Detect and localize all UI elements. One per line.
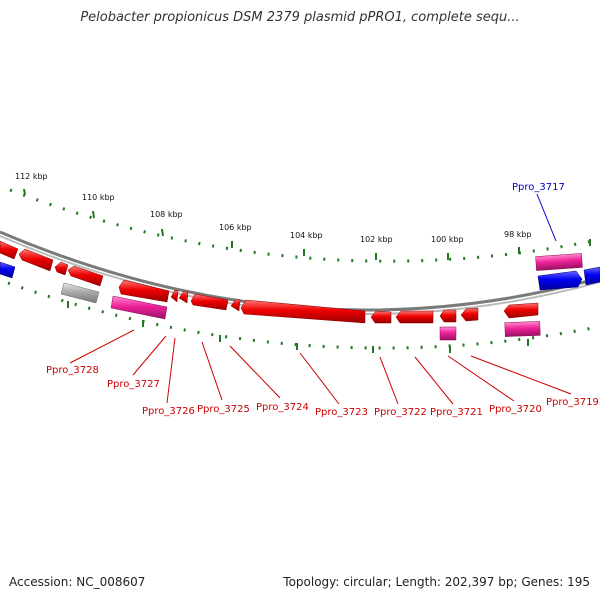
gene-reverse[interactable] <box>54 261 69 276</box>
gene-label-ppro-3722[interactable]: Ppro_3722 <box>374 407 427 418</box>
gene-label-ppro-3728[interactable]: Ppro_3728 <box>46 365 99 376</box>
outer-tick-ring <box>9 188 599 263</box>
gene-reverse[interactable] <box>439 309 457 323</box>
gene-rna[interactable] <box>110 295 168 320</box>
connector-ppro-3724 <box>229 345 281 399</box>
gene-label-ppro-3724[interactable]: Ppro_3724 <box>256 402 309 413</box>
gene-rna[interactable] <box>439 326 457 341</box>
connector-ppro-3725 <box>201 341 223 401</box>
gene-reverse[interactable] <box>370 310 392 324</box>
gene-reverse[interactable] <box>503 302 539 319</box>
gene-reverse[interactable] <box>170 289 179 303</box>
gene-forward[interactable] <box>537 270 583 291</box>
connector-ppro-3723 <box>299 352 340 405</box>
label-connectors <box>69 193 572 405</box>
tick-label-112: 112 kbp <box>15 172 48 181</box>
tick-label-110: 110 kbp <box>82 193 115 202</box>
gene-label-ppro-3725[interactable]: Ppro_3725 <box>197 404 250 415</box>
major-tick <box>92 210 95 219</box>
gene-rna[interactable] <box>535 253 583 271</box>
connector-ppro-3727 <box>132 335 167 376</box>
gene-reverse[interactable] <box>395 310 434 324</box>
accession-label: Accession: NC_008607 <box>9 575 146 589</box>
gene-reverse[interactable] <box>178 290 189 304</box>
gene-reverse[interactable] <box>240 299 366 324</box>
gene-reverse[interactable] <box>67 265 104 287</box>
gene-reverse[interactable] <box>118 279 170 303</box>
major-tick <box>23 188 26 196</box>
gene-label-ppro-3721[interactable]: Ppro_3721 <box>430 407 483 418</box>
gene-reverse[interactable] <box>0 240 19 260</box>
gene-other[interactable] <box>60 282 100 304</box>
gene-forward[interactable] <box>583 266 600 286</box>
tick-label-100: 100 kbp <box>431 235 464 244</box>
map-title: Pelobacter propionicus DSM 2379 plasmid … <box>80 10 520 25</box>
gene-label-ppro-3726[interactable]: Ppro_3726 <box>142 406 195 417</box>
gene-label-ppro-3723[interactable]: Ppro_3723 <box>315 407 368 418</box>
tick-label-104: 104 kbp <box>290 231 323 240</box>
gene-reverse[interactable] <box>190 293 229 311</box>
gene-label-ppro-3717[interactable]: Ppro_3717 <box>512 182 565 193</box>
gene-reverse[interactable] <box>230 298 241 312</box>
tick-label-102: 102 kbp <box>360 235 393 244</box>
connector-ppro-3726 <box>166 337 176 404</box>
genome-summary: Topology: circular; Length: 202,397 bp; … <box>283 575 590 589</box>
connector-ppro-3717 <box>536 193 557 242</box>
major-ticks <box>23 188 591 353</box>
gene-label-ppro-3719[interactable]: Ppro_3719 <box>546 397 599 408</box>
gene-reverse[interactable] <box>18 248 54 272</box>
connector-ppro-3721 <box>414 356 454 405</box>
gene-forward[interactable] <box>0 261 16 279</box>
gene-rna[interactable] <box>504 321 541 337</box>
major-tick <box>161 228 164 237</box>
tick-label-108: 108 kbp <box>150 210 183 219</box>
connector-ppro-3728 <box>69 329 135 364</box>
connector-ppro-3720 <box>447 355 515 402</box>
gene-label-ppro-3720[interactable]: Ppro_3720 <box>489 404 542 415</box>
gene-reverse[interactable] <box>460 307 479 322</box>
connector-ppro-3722 <box>379 356 399 405</box>
connector-ppro-3719 <box>470 355 572 395</box>
tick-label-106: 106 kbp <box>219 223 252 232</box>
inner-tick-ring <box>7 281 599 350</box>
tick-label-98: 98 kbp <box>504 230 532 239</box>
gene-label-ppro-3727[interactable]: Ppro_3727 <box>107 379 160 390</box>
